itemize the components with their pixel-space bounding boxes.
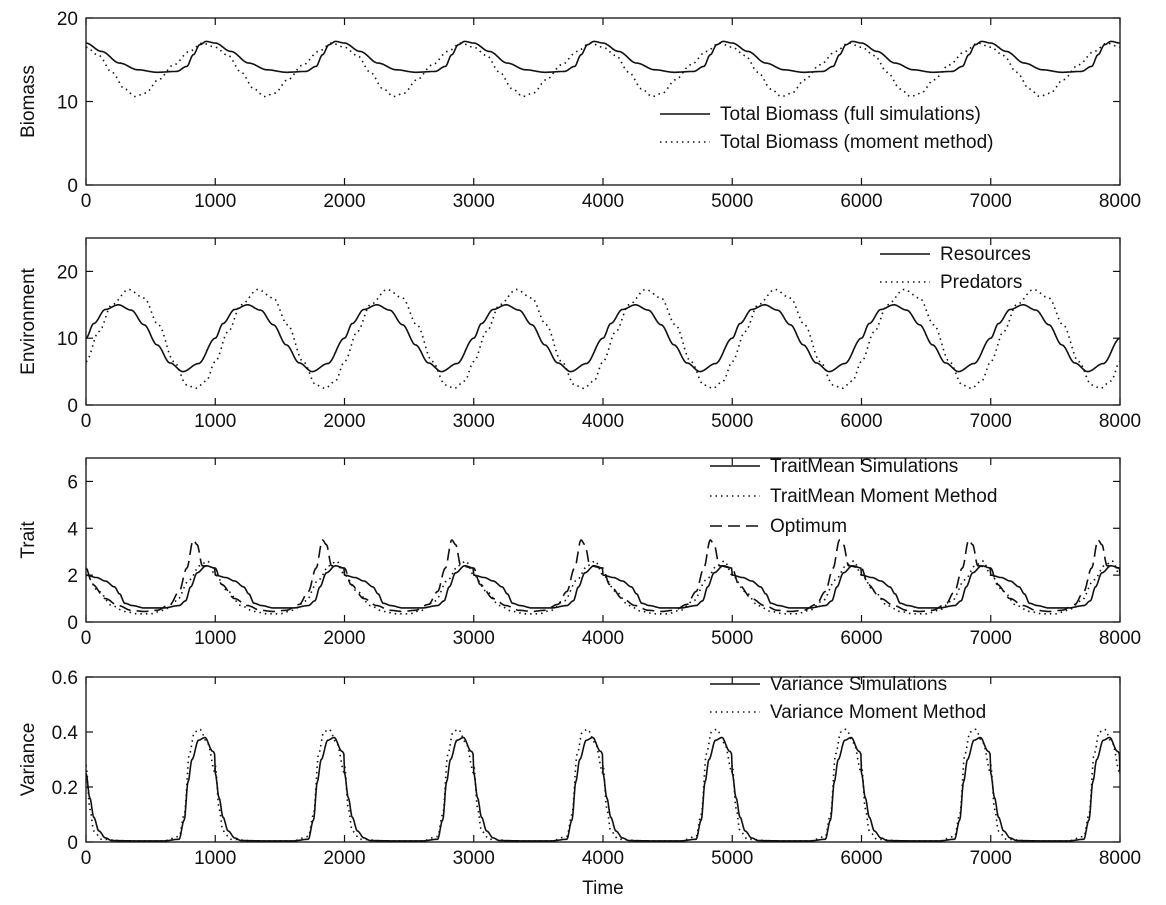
x-tick-label: 7000: [970, 628, 1012, 649]
legend-label: Predators: [940, 272, 1022, 293]
x-tick-label: 0: [81, 191, 92, 212]
x-tick-label: 8000: [1099, 191, 1141, 212]
x-tick-label: 3000: [453, 411, 495, 432]
y-tick-label: 0: [67, 176, 78, 197]
x-tick-label: 1000: [194, 191, 236, 212]
y-tick-label: 0.4: [52, 723, 79, 744]
panel-2: 0 1000 2000 3000 4000 5000 6000 7000 8000 0 10 20 En…: [18, 237, 1141, 432]
y-axis-label: Trait: [18, 521, 39, 559]
y-axis-label: Biomass: [18, 65, 39, 138]
y-tick-label: 20: [57, 9, 78, 30]
x-tick-label: 5000: [711, 848, 753, 869]
x-tick-label: 5000: [711, 628, 753, 649]
y-axis-label: Environment: [18, 267, 39, 374]
x-tick-label: 1000: [194, 848, 236, 869]
x-tick-label: 5000: [711, 191, 753, 212]
y-tick-label: 0.2: [52, 778, 78, 799]
x-tick-label: 5000: [711, 411, 753, 432]
panel-3: 0 1000 2000 3000 4000 5000 6000 7000 8000 0 2 4 6 Tra…: [18, 456, 1141, 649]
series-line-resources: [86, 304, 1120, 373]
x-tick-label: 4000: [582, 628, 624, 649]
x-tick-label: 0: [81, 848, 92, 869]
y-tick-label: 10: [57, 329, 78, 350]
x-tick-label: 0: [81, 411, 92, 432]
y-tick-label: 2: [67, 566, 78, 587]
legend-label: TraitMean Simulations: [770, 456, 958, 477]
y-tick-label: 0: [67, 613, 78, 634]
x-tick-label: 4000: [582, 191, 624, 212]
x-tick-label: 2000: [323, 628, 365, 649]
series-line-variance-moment-method: [86, 728, 1120, 842]
y-tick-label: 0: [67, 396, 78, 417]
x-tick-label: 1000: [194, 411, 236, 432]
x-tick-label: 6000: [840, 848, 882, 869]
x-tick-label: 3000: [453, 191, 495, 212]
series-line-total-biomass-moment-method: [86, 42, 1120, 98]
series-line-total-biomass-full-simulations: [86, 40, 1120, 74]
legend-label: Optimum: [770, 516, 847, 537]
legend-label: Variance Simulations: [770, 674, 947, 695]
x-tick-label: 0: [81, 628, 92, 649]
y-tick-label: 10: [57, 93, 78, 114]
x-tick-label: 3000: [453, 848, 495, 869]
x-tick-label: 7000: [970, 411, 1012, 432]
panel-1: 0 1000 2000 3000 4000 5000 6000 7000 8000 0 10 20 Bi…: [18, 9, 1141, 212]
x-tick-label: 3000: [453, 628, 495, 649]
legend-label: Variance Moment Method: [770, 702, 986, 723]
x-tick-label: 4000: [582, 848, 624, 869]
y-axis-label: Variance: [18, 723, 39, 797]
x-tick-label: 8000: [1099, 628, 1141, 649]
x-tick-label: 6000: [840, 411, 882, 432]
y-tick-label: 0: [67, 833, 78, 854]
y-tick-label: 20: [57, 262, 78, 283]
legend-label: Resources: [940, 244, 1031, 265]
x-tick-label: 8000: [1099, 848, 1141, 869]
legend-label: Total Biomass (moment method): [720, 132, 994, 153]
x-tick-label: 1000: [194, 628, 236, 649]
panel-4: 0 1000 2000 3000 4000 5000 6000 7000 8000 0 0.2 0.4…: [18, 668, 1141, 899]
series-line-optimum: [86, 539, 1120, 613]
x-tick-label: 8000: [1099, 411, 1141, 432]
x-tick-label: 7000: [970, 191, 1012, 212]
legend-label: TraitMean Moment Method: [770, 486, 997, 507]
x-tick-label: 2000: [323, 191, 365, 212]
x-tick-label: 4000: [582, 411, 624, 432]
x-tick-label: 6000: [840, 628, 882, 649]
x-axis-label: Time: [582, 878, 624, 899]
y-tick-label: 0.6: [52, 668, 78, 689]
legend-label: Total Biomass (full simulations): [720, 104, 981, 125]
x-tick-label: 2000: [323, 848, 365, 869]
x-tick-label: 6000: [840, 191, 882, 212]
x-tick-label: 2000: [323, 411, 365, 432]
y-tick-label: 6: [67, 472, 78, 493]
series-line-traitmean-simulations: [86, 565, 1120, 609]
y-tick-label: 4: [67, 519, 78, 540]
x-tick-label: 7000: [970, 848, 1012, 869]
plot-frame: [85, 457, 1121, 623]
series-line-predators: [86, 288, 1120, 390]
